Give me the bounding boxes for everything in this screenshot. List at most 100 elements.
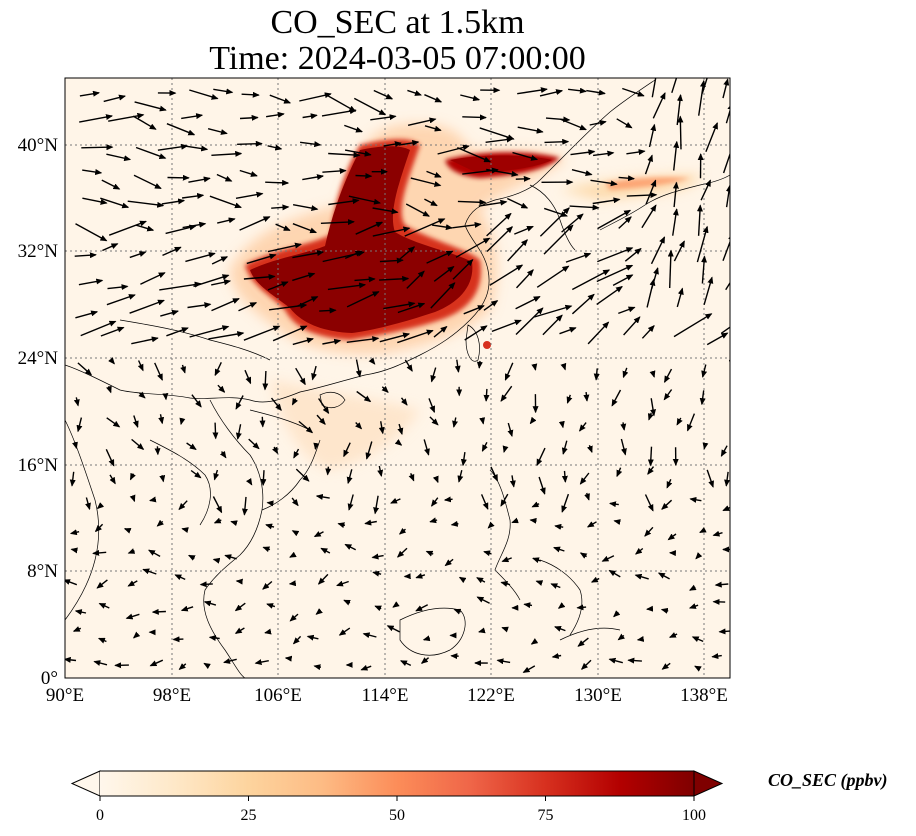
wind-arrow [129,251,147,259]
wind-arrow [162,393,169,401]
wind-arrow [404,218,446,237]
wind-arrow [72,441,78,450]
wind-arrow [430,282,456,309]
wind-arrow [618,175,635,182]
wind-arrow [181,144,209,152]
wind-arrow [561,213,584,233]
wind-arrow [561,440,568,455]
wind-arrow [406,270,425,289]
wind-arrow [377,465,384,477]
wind-arrow [96,579,108,589]
wind-arrow [94,523,104,533]
wind-arrow [559,327,577,335]
wind-arrow [590,179,618,187]
wind-arrow [536,265,570,288]
wind-arrow [613,519,621,525]
wind-arrow [514,225,534,235]
wind-arrow [698,79,706,116]
wind-arrow [129,472,136,481]
wind-arrow [515,307,544,335]
wind-arrow [372,207,399,215]
wind-arrow [166,123,196,136]
wind-arrow [243,273,276,280]
wind-arrow [289,551,297,558]
wind-arrow [462,114,487,121]
wind-arrow [657,572,670,580]
wind-arrow [618,306,636,315]
wind-arrow [699,526,707,534]
wind-arrow [593,150,615,157]
wind-arrow [645,179,657,205]
wind-arrow [72,626,82,632]
wind-arrow [529,517,537,524]
wind-arrow [289,613,299,622]
wind-arrow [500,581,511,587]
wind-arrow [306,634,319,641]
wind-arrow [212,422,219,440]
wind-arrow [379,275,410,282]
wind-arrow [108,357,115,365]
wind-arrow [103,94,126,103]
wind-arrow [265,111,285,118]
wind-arrow [148,549,161,558]
wind-arrow [108,112,145,122]
wind-arrow [509,475,516,488]
wind-arrow [483,388,490,402]
wind-arrow [160,309,179,317]
wind-arrow [76,417,83,433]
lon-tick-label: 106°E [254,685,302,706]
wind-arrow [217,384,226,393]
wind-arrow [397,329,434,344]
lat-tick-label: 24°N [18,348,59,369]
wind-arrow [178,500,188,511]
wind-arrow [75,310,99,319]
wind-arrow [539,89,564,97]
wind-arrow [734,197,752,230]
wind-arrow [597,209,632,230]
wind-arrow [608,657,623,664]
wind-arrow [186,442,197,450]
wind-arrow [398,139,420,146]
wind-arrow [343,599,351,606]
wind-arrow [230,520,238,527]
wind-arrow [543,224,574,255]
wind-arrow [244,369,252,385]
wind-arrow [399,660,412,667]
wind-arrow [239,216,271,231]
wind-arrow [199,581,213,588]
wind-arrow [550,583,561,589]
wind-arrow [576,604,587,611]
wind-arrow [275,223,291,232]
wind-arrow [188,554,196,561]
wind-arrow [424,94,443,103]
wind-arrow [701,364,708,378]
wind-arrow [386,625,401,633]
wind-arrow [235,395,244,410]
wind-arrow [254,659,269,666]
wind-arrow [265,523,275,530]
wind-arrow [404,359,413,372]
lon-tick-label: 122°E [467,685,515,706]
wind-arrow [259,416,266,428]
wind-arrow [234,602,246,612]
wind-arrow [443,496,453,503]
wind-arrow [415,604,429,612]
wind-arrow [587,321,610,345]
wind-arrow [501,556,512,563]
wind-arrow [694,665,702,672]
wind-arrow [433,265,455,282]
wind-arrow [187,302,212,309]
wind-arrow [523,602,533,609]
wind-arrow [364,519,377,526]
wind-arrow [292,635,302,645]
wind-arrow [426,250,454,264]
wind-arrow [292,204,319,212]
wind-arrow [676,287,684,308]
wind-arrow [355,221,384,235]
wind-arrow [248,438,260,450]
wind-arrow [267,242,302,253]
wind-arrow [554,626,566,632]
wind-arrow [397,302,426,314]
wind-arrow [506,197,529,209]
wind-arrow [292,272,316,282]
